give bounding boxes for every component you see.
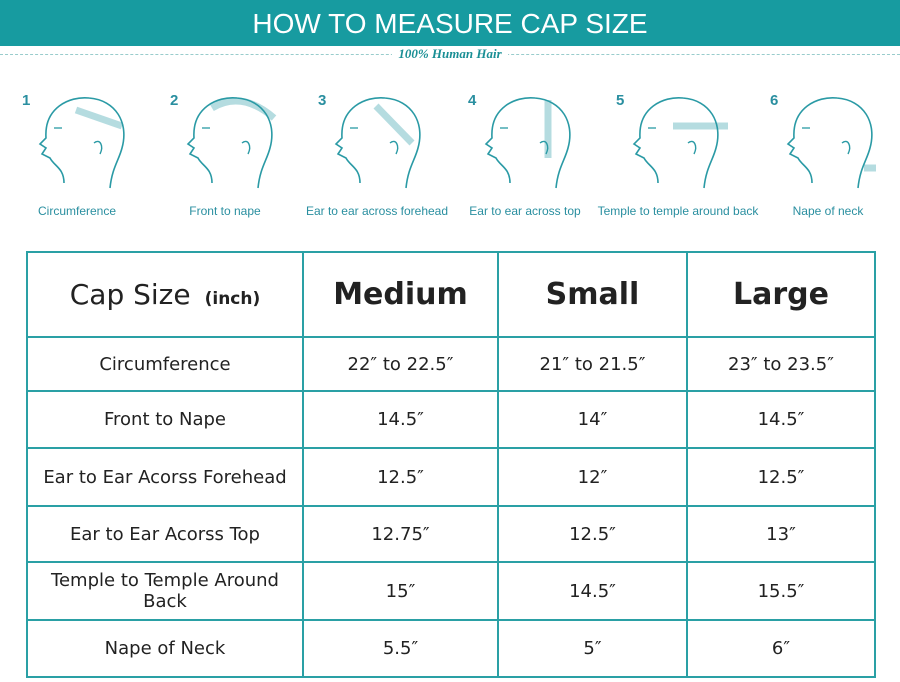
step-number: 2 xyxy=(170,92,178,109)
size-value: 6″ xyxy=(686,619,876,678)
head-icon xyxy=(633,96,719,189)
tape xyxy=(210,97,277,121)
table-row: Circumference 22″ to 22.5″ 21″ to 21.5″ 23″… xyxy=(26,336,876,392)
measure-name: Circumference xyxy=(26,336,304,392)
step-label: Front to nape xyxy=(189,204,261,218)
table-row: Ear to Ear Acorss Top 12.75″ 12.5″ 13″ xyxy=(26,505,876,563)
size-value: 5″ xyxy=(497,619,688,678)
head-icon xyxy=(485,96,571,189)
table-row: Ear to Ear Acorss Forehead 12.5″ 12″ 12.5″ xyxy=(26,447,876,507)
cap-size-label: Cap Size xyxy=(69,278,191,311)
column-header: Large xyxy=(686,251,876,338)
size-table: Cap Size (inch) Medium Small Large Circumfere… xyxy=(26,251,876,678)
title: HOW TO MEASURE CAP SIZE xyxy=(0,0,900,46)
table-row: Temple to Temple Around Back 15″ 14.5″ 15.5… xyxy=(26,561,876,621)
size-value: 14.5″ xyxy=(686,390,876,449)
step-number: 4 xyxy=(468,92,477,109)
subtitle: 100% Human Hair xyxy=(392,46,508,61)
subtitle-wrap: 100% Human Hair xyxy=(0,46,900,62)
size-value: 23″ to 23.5″ xyxy=(686,336,876,392)
tape xyxy=(74,106,124,130)
tape xyxy=(373,103,415,146)
step-number: 6 xyxy=(770,92,778,109)
header-row: Cap Size (inch) Medium Small Large xyxy=(26,251,876,338)
size-value: 14.5″ xyxy=(302,390,499,449)
size-value: 14.5″ xyxy=(497,561,688,621)
head-icons: 1 Circumference 2 Front to nape 3 Ear to ear … xyxy=(22,92,876,218)
size-value: 15″ xyxy=(302,561,499,621)
header-cell: Cap Size (inch) xyxy=(26,251,304,338)
size-value: 12.75″ xyxy=(302,505,499,563)
size-value: 13″ xyxy=(686,505,876,563)
measure-name: Nape of Neck xyxy=(26,619,304,678)
step-label: Nape of neck xyxy=(793,204,865,218)
measure-name: Ear to Ear Acorss Forehead xyxy=(26,447,304,507)
measure-name: Front to Nape xyxy=(26,390,304,449)
column-header: Medium xyxy=(302,251,499,338)
size-value: 12.5″ xyxy=(302,447,499,507)
step-label: Circumference xyxy=(38,204,116,218)
step-label: Ear to ear across forehead xyxy=(306,204,448,218)
step-label: Temple to temple around back xyxy=(598,204,760,218)
step-number: 3 xyxy=(318,92,326,109)
size-value: 22″ to 22.5″ xyxy=(302,336,499,392)
steps: 1 Circumference 2 Front to nape 3 Ear to ear … xyxy=(22,92,876,218)
size-value: 12.5″ xyxy=(686,447,876,507)
measure-name: Ear to Ear Acorss Top xyxy=(26,505,304,563)
measure-name: Temple to Temple Around Back xyxy=(26,561,304,621)
step-number: 5 xyxy=(616,92,624,109)
size-value: 14″ xyxy=(497,390,688,449)
table-row: Nape of Neck 5.5″ 5″ 6″ xyxy=(26,619,876,678)
size-value: 12″ xyxy=(497,447,688,507)
unit: (inch) xyxy=(204,289,261,309)
size-value: 15.5″ xyxy=(686,561,876,621)
step-label: Ear to ear across top xyxy=(469,204,581,218)
table-row: Front to Nape 14.5″ 14″ 14.5″ xyxy=(26,390,876,449)
size-value: 21″ to 21.5″ xyxy=(497,336,688,392)
size-value: 5.5″ xyxy=(302,619,499,678)
head-icon xyxy=(787,96,873,189)
column-header: Small xyxy=(497,251,688,338)
size-value: 12.5″ xyxy=(497,505,688,563)
step-number: 1 xyxy=(22,92,30,109)
